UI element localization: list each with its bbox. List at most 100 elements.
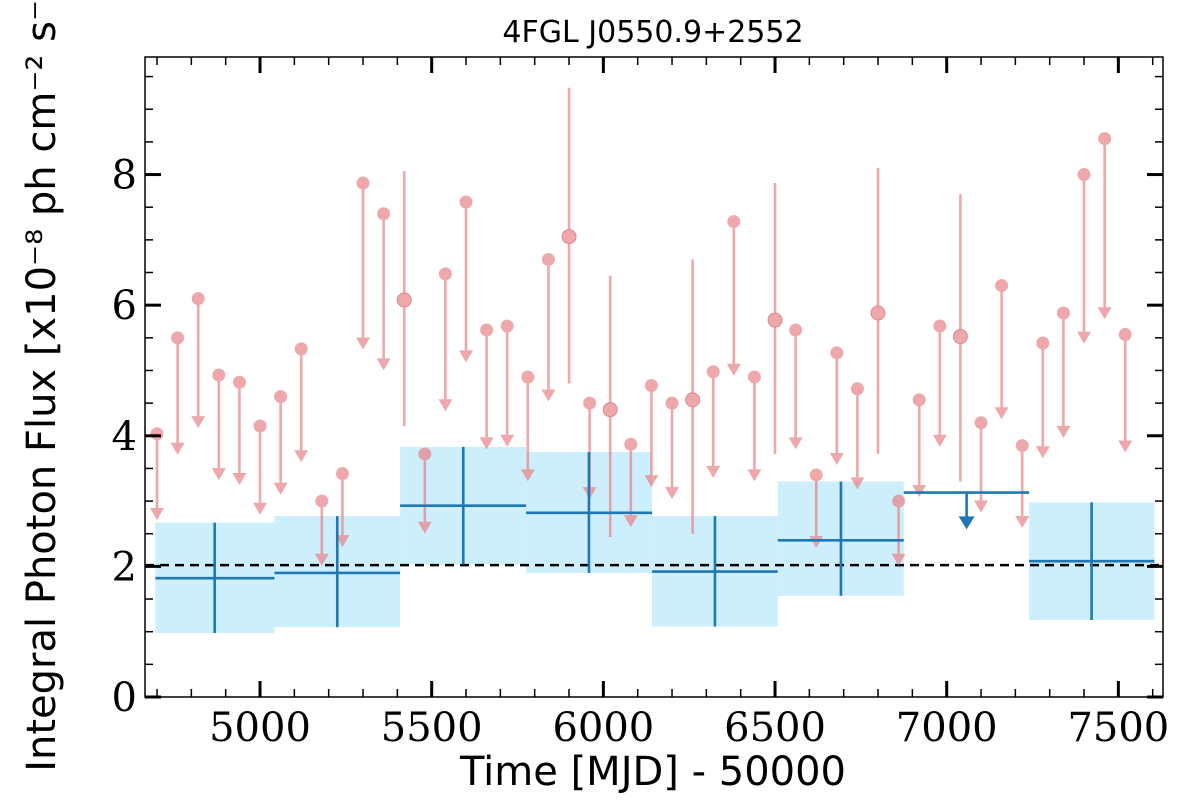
upper-limit-point — [809, 468, 823, 482]
detection-point — [561, 229, 577, 245]
upper-limit-point — [912, 393, 926, 407]
y-axis-title: Integral Photon Flux [x10⁻⁸ ph cm⁻² s⁻¹] — [19, 0, 65, 772]
upper-limit-arrow-head — [1118, 440, 1133, 453]
short-bin-upper-limit — [706, 365, 721, 478]
axes: 5000 5500 6000 6500 7000 7500 0 2 4 6 8 — [112, 56, 1169, 751]
short-bin-upper-limit — [232, 375, 247, 485]
short-bin-upper-limit — [850, 382, 865, 490]
short-bin-upper-limit — [459, 195, 474, 363]
upper-limit-arrow-head — [912, 484, 927, 497]
short-bin-upper-limit — [932, 319, 947, 447]
upper-limit-arrow-head — [314, 553, 329, 566]
short-bin-upper-limit — [829, 346, 844, 465]
y-tick-label: 6 — [112, 283, 137, 329]
long-bin-point — [1029, 502, 1155, 620]
long-bin-point — [400, 446, 527, 565]
upper-limit-point — [892, 494, 906, 508]
upper-limit-point — [150, 427, 164, 441]
upper-limit-arrow-head — [932, 434, 947, 447]
upper-limit-arrow-head — [170, 442, 185, 455]
upper-limit-arrow-head — [747, 469, 762, 482]
long-bin-point — [155, 522, 275, 633]
short-bin-detection — [561, 87, 577, 384]
short-bin-upper-limit — [1097, 132, 1112, 320]
y-tick-label: 8 — [112, 153, 137, 199]
upper-limit-arrow-head — [253, 502, 268, 515]
upper-limit-point — [232, 375, 246, 389]
chart-title: 4FGL J0550.9+2552 — [502, 15, 803, 50]
upper-limit-arrow-head — [1035, 446, 1050, 459]
short-bin-upper-limit — [1118, 328, 1133, 453]
upper-limit-arrow-head — [438, 399, 453, 412]
upper-limit-arrow-head — [273, 482, 288, 495]
short-bin-upper-limit — [520, 370, 535, 482]
upper-limit-point — [665, 396, 679, 410]
upper-limit-arrow-head — [706, 465, 721, 478]
short-bin-upper-limit — [623, 437, 638, 528]
short-bin-upper-limit — [356, 176, 371, 350]
short-bin-upper-limit — [273, 390, 288, 495]
short-bin-upper-limit — [253, 419, 268, 515]
upper-limit-point — [644, 378, 658, 392]
short-bin-detection — [685, 259, 701, 534]
upper-limit-point — [541, 252, 555, 266]
detection-point — [396, 292, 412, 308]
upper-limit-point — [1015, 439, 1029, 453]
upper-limit-point — [253, 419, 267, 433]
short-bin-upper-limit — [1077, 168, 1092, 344]
short-bin-upper-limit — [974, 416, 989, 513]
long-bin-point — [777, 481, 904, 596]
long-bin-bands — [155, 446, 1155, 633]
long-bin-point — [652, 516, 778, 627]
upper-limit-arrow-head — [623, 515, 638, 528]
detection-point — [870, 305, 886, 321]
short-bin-upper-limit — [211, 368, 226, 481]
upper-limit-arrow-head — [994, 407, 1009, 420]
x-axis-title: Time [MJD] - 50000 — [459, 749, 846, 795]
upper-limit-point — [1036, 336, 1050, 350]
upper-limit-point — [583, 396, 597, 410]
upper-limit-point — [171, 331, 185, 345]
short-bin-upper-limit — [726, 215, 741, 376]
short-bin-detection — [602, 275, 618, 537]
upper-limit-arrow-head — [726, 363, 741, 376]
upper-limit-point — [377, 207, 391, 221]
upper-limit-point — [480, 323, 494, 337]
upper-limit-point — [830, 346, 844, 360]
y-tick-label: 0 — [112, 675, 137, 721]
upper-limit-arrow-head — [356, 337, 371, 350]
x-tick-label: 6500 — [724, 705, 826, 751]
upper-limit-point — [706, 365, 720, 379]
upper-limit-arrow-head — [974, 500, 989, 513]
upper-limit-point — [789, 323, 803, 337]
upper-limit-point — [315, 494, 329, 508]
short-bin-upper-limit — [665, 396, 680, 500]
short-bin-upper-limit — [1015, 439, 1030, 529]
upper-limit-point — [438, 267, 452, 281]
x-tick-label: 7500 — [1067, 705, 1169, 751]
upper-limit-point — [1118, 328, 1132, 342]
upper-limit-arrow-head — [294, 450, 309, 463]
short-bin-upper-limit — [788, 323, 803, 450]
x-tick-label: 5000 — [209, 705, 311, 751]
upper-limit-arrow-head — [191, 416, 206, 429]
short-bin-points — [150, 87, 1133, 566]
upper-limit-point — [974, 416, 988, 430]
short-bin-upper-limit — [1056, 306, 1071, 438]
upper-limit-point — [335, 467, 349, 481]
upper-limit-arrow-head — [376, 358, 391, 371]
long-bin-point — [274, 516, 401, 628]
upper-limit-point — [1056, 306, 1070, 320]
long-bin-point — [526, 452, 653, 573]
upper-limit-point — [212, 368, 226, 382]
upper-limit-point — [356, 176, 370, 190]
short-bin-upper-limit — [150, 427, 165, 521]
upper-limit-point — [500, 319, 514, 333]
upper-limit-arrow-head — [1015, 516, 1030, 529]
upper-limit-point — [624, 437, 638, 451]
upper-limit-arrow-head — [1097, 307, 1112, 320]
short-bin-upper-limit — [500, 319, 515, 447]
short-bin-detection — [952, 194, 968, 482]
upper-limit-point — [1077, 168, 1091, 182]
